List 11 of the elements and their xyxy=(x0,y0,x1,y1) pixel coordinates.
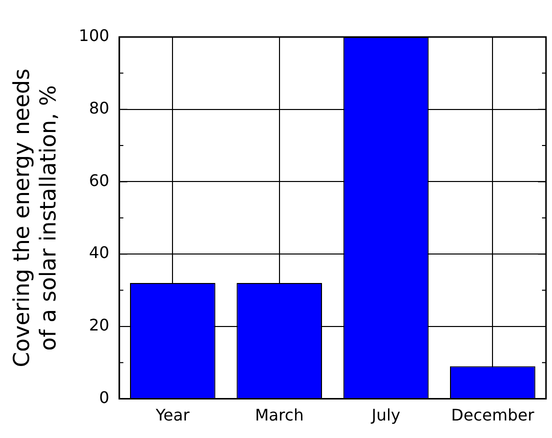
x-tick-label: December xyxy=(451,406,535,425)
y-axis-title: Covering the energy needs of a solar installation, % xyxy=(10,68,62,368)
y-tick-label: 0 xyxy=(99,388,110,407)
y-tick-label: 20 xyxy=(88,316,110,335)
y-tick-label: 100 xyxy=(78,26,110,46)
x-tick-label: March xyxy=(254,406,304,425)
y-tick-label: 40 xyxy=(88,243,110,262)
x-tick-label: Year xyxy=(154,406,190,425)
y-tick-label: 60 xyxy=(88,170,110,190)
y-tick-label: 80 xyxy=(88,98,110,118)
x-tick-label: July xyxy=(370,406,400,425)
